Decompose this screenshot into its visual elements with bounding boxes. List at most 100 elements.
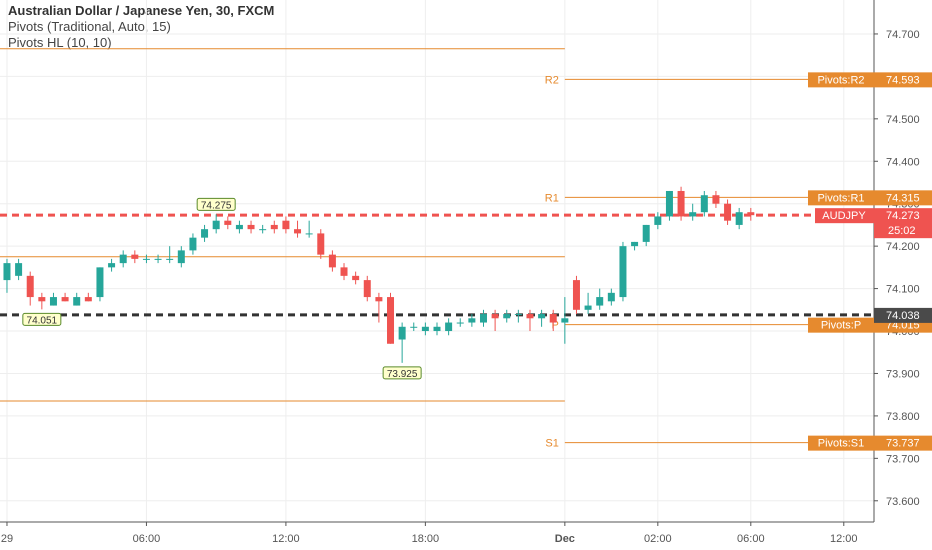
hl-label-text: 74.051: [27, 315, 58, 326]
hl-label-box: [382, 366, 422, 380]
candle-up: [142, 258, 150, 260]
price-tick-label: 74.700: [886, 29, 920, 41]
candle-up: [421, 326, 429, 332]
candle-down: [328, 254, 336, 268]
candle-up: [468, 318, 476, 323]
candle-up: [503, 314, 511, 319]
candle-up: [96, 267, 104, 298]
candle-down: [572, 280, 580, 310]
pivot-tag-s1: [808, 435, 874, 451]
candle-down: [61, 297, 69, 302]
candle-down: [677, 190, 685, 217]
hl-label-box: [22, 312, 62, 326]
pivot-tag-r2: [808, 72, 874, 88]
candle-up: [584, 305, 592, 310]
pivot-price-badge: [874, 435, 932, 451]
pivot-tag-p: [808, 317, 874, 333]
candle-up: [596, 297, 604, 306]
time-tick-label: 06:00: [133, 533, 161, 545]
candle-up: [201, 229, 209, 238]
candle-up: [3, 263, 11, 281]
pivot-tag-text: Pivots:R2: [817, 74, 864, 86]
candle-up: [445, 322, 453, 332]
pivot-label-s1: S1: [545, 438, 558, 450]
price-tick-label: 74.500: [886, 114, 920, 126]
candle-down: [38, 297, 46, 302]
candle-up: [235, 224, 243, 230]
indicator-pivots-label[interactable]: Pivots (Traditional, Auto, 15): [8, 19, 171, 34]
pivot-label-r2: R2: [545, 74, 559, 86]
candle-up: [398, 326, 406, 340]
pivot-price-text: 74.315: [886, 192, 920, 204]
candle-down: [747, 212, 755, 216]
candle-down: [363, 280, 371, 298]
indicator-pivots-hl-label[interactable]: Pivots HL (10, 10): [8, 35, 112, 50]
pivot-price-badge: [874, 190, 932, 206]
chart-legend: Australian Dollar / Japanese Yen, 30, FX…: [8, 3, 274, 51]
candle-down: [352, 275, 360, 281]
pivot-price-text: 74.593: [886, 74, 920, 86]
price-axis-background: [874, 0, 932, 550]
candle-down: [340, 267, 348, 276]
reference-price-text: 74.038: [886, 310, 920, 322]
candle-down: [26, 275, 34, 298]
candle-up: [619, 246, 627, 298]
candle-up: [108, 263, 116, 268]
pivot-tag-r1: [808, 190, 874, 206]
candle-down: [375, 297, 383, 302]
time-tick-label: 29: [1, 533, 13, 545]
candle-up: [177, 250, 185, 264]
pivot-price-text: 73.737: [886, 438, 920, 450]
candle-down: [224, 220, 232, 225]
candle-up: [514, 314, 522, 316]
price-tick-label: 73.900: [886, 368, 920, 380]
price-tick-label: 73.800: [886, 411, 920, 423]
candle-down: [317, 233, 325, 255]
candle-up: [735, 212, 743, 225]
hl-label-box: [196, 197, 236, 211]
price-tick-label: 74.400: [886, 156, 920, 168]
candle-up: [607, 292, 615, 302]
candle-down: [491, 314, 499, 319]
candle-up: [631, 241, 639, 247]
pivot-tag-text: Pivots:P: [821, 320, 861, 332]
candle-up: [305, 233, 313, 235]
candle-down: [131, 254, 139, 259]
candle-down: [282, 220, 290, 230]
hl-label-text: 74.275: [201, 200, 232, 211]
candle-up: [689, 212, 697, 217]
candle-down: [270, 224, 278, 230]
symbol-tag-text: AUDJPY: [822, 210, 866, 222]
candle-up: [49, 297, 57, 306]
candle-up: [561, 318, 569, 323]
candle-down: [84, 297, 92, 302]
price-tick-label: 74.200: [886, 241, 920, 253]
reference-price-badge: [874, 307, 932, 323]
candle-up: [654, 216, 662, 225]
candle-up: [73, 297, 81, 306]
time-tick-label: 06:00: [737, 533, 765, 545]
time-tick-label: 02:00: [644, 533, 672, 545]
pivot-label-p: P: [552, 320, 559, 332]
time-tick-label: Dec: [555, 533, 575, 545]
candle-down: [247, 224, 255, 230]
candle-up: [189, 237, 197, 251]
symbol-title: Australian Dollar / Japanese Yen, 30, FX…: [8, 3, 275, 18]
price-tick-label: 73.600: [886, 496, 920, 508]
hl-label-text: 73.925: [387, 369, 418, 380]
candle-down: [294, 229, 302, 234]
candle-down: [526, 314, 534, 319]
candle-down: [387, 297, 395, 344]
candle-up: [456, 322, 464, 324]
price-tick-label: 74.100: [886, 284, 920, 296]
pivot-price-badge: [874, 72, 932, 88]
candle-up: [538, 314, 546, 319]
countdown-text: 25:02: [888, 225, 916, 237]
candle-up: [119, 254, 127, 264]
time-tick-label: 12:00: [272, 533, 300, 545]
candle-up: [700, 195, 708, 213]
candle-down: [712, 195, 720, 204]
candle-up: [410, 326, 418, 328]
candle-down: [724, 203, 732, 221]
